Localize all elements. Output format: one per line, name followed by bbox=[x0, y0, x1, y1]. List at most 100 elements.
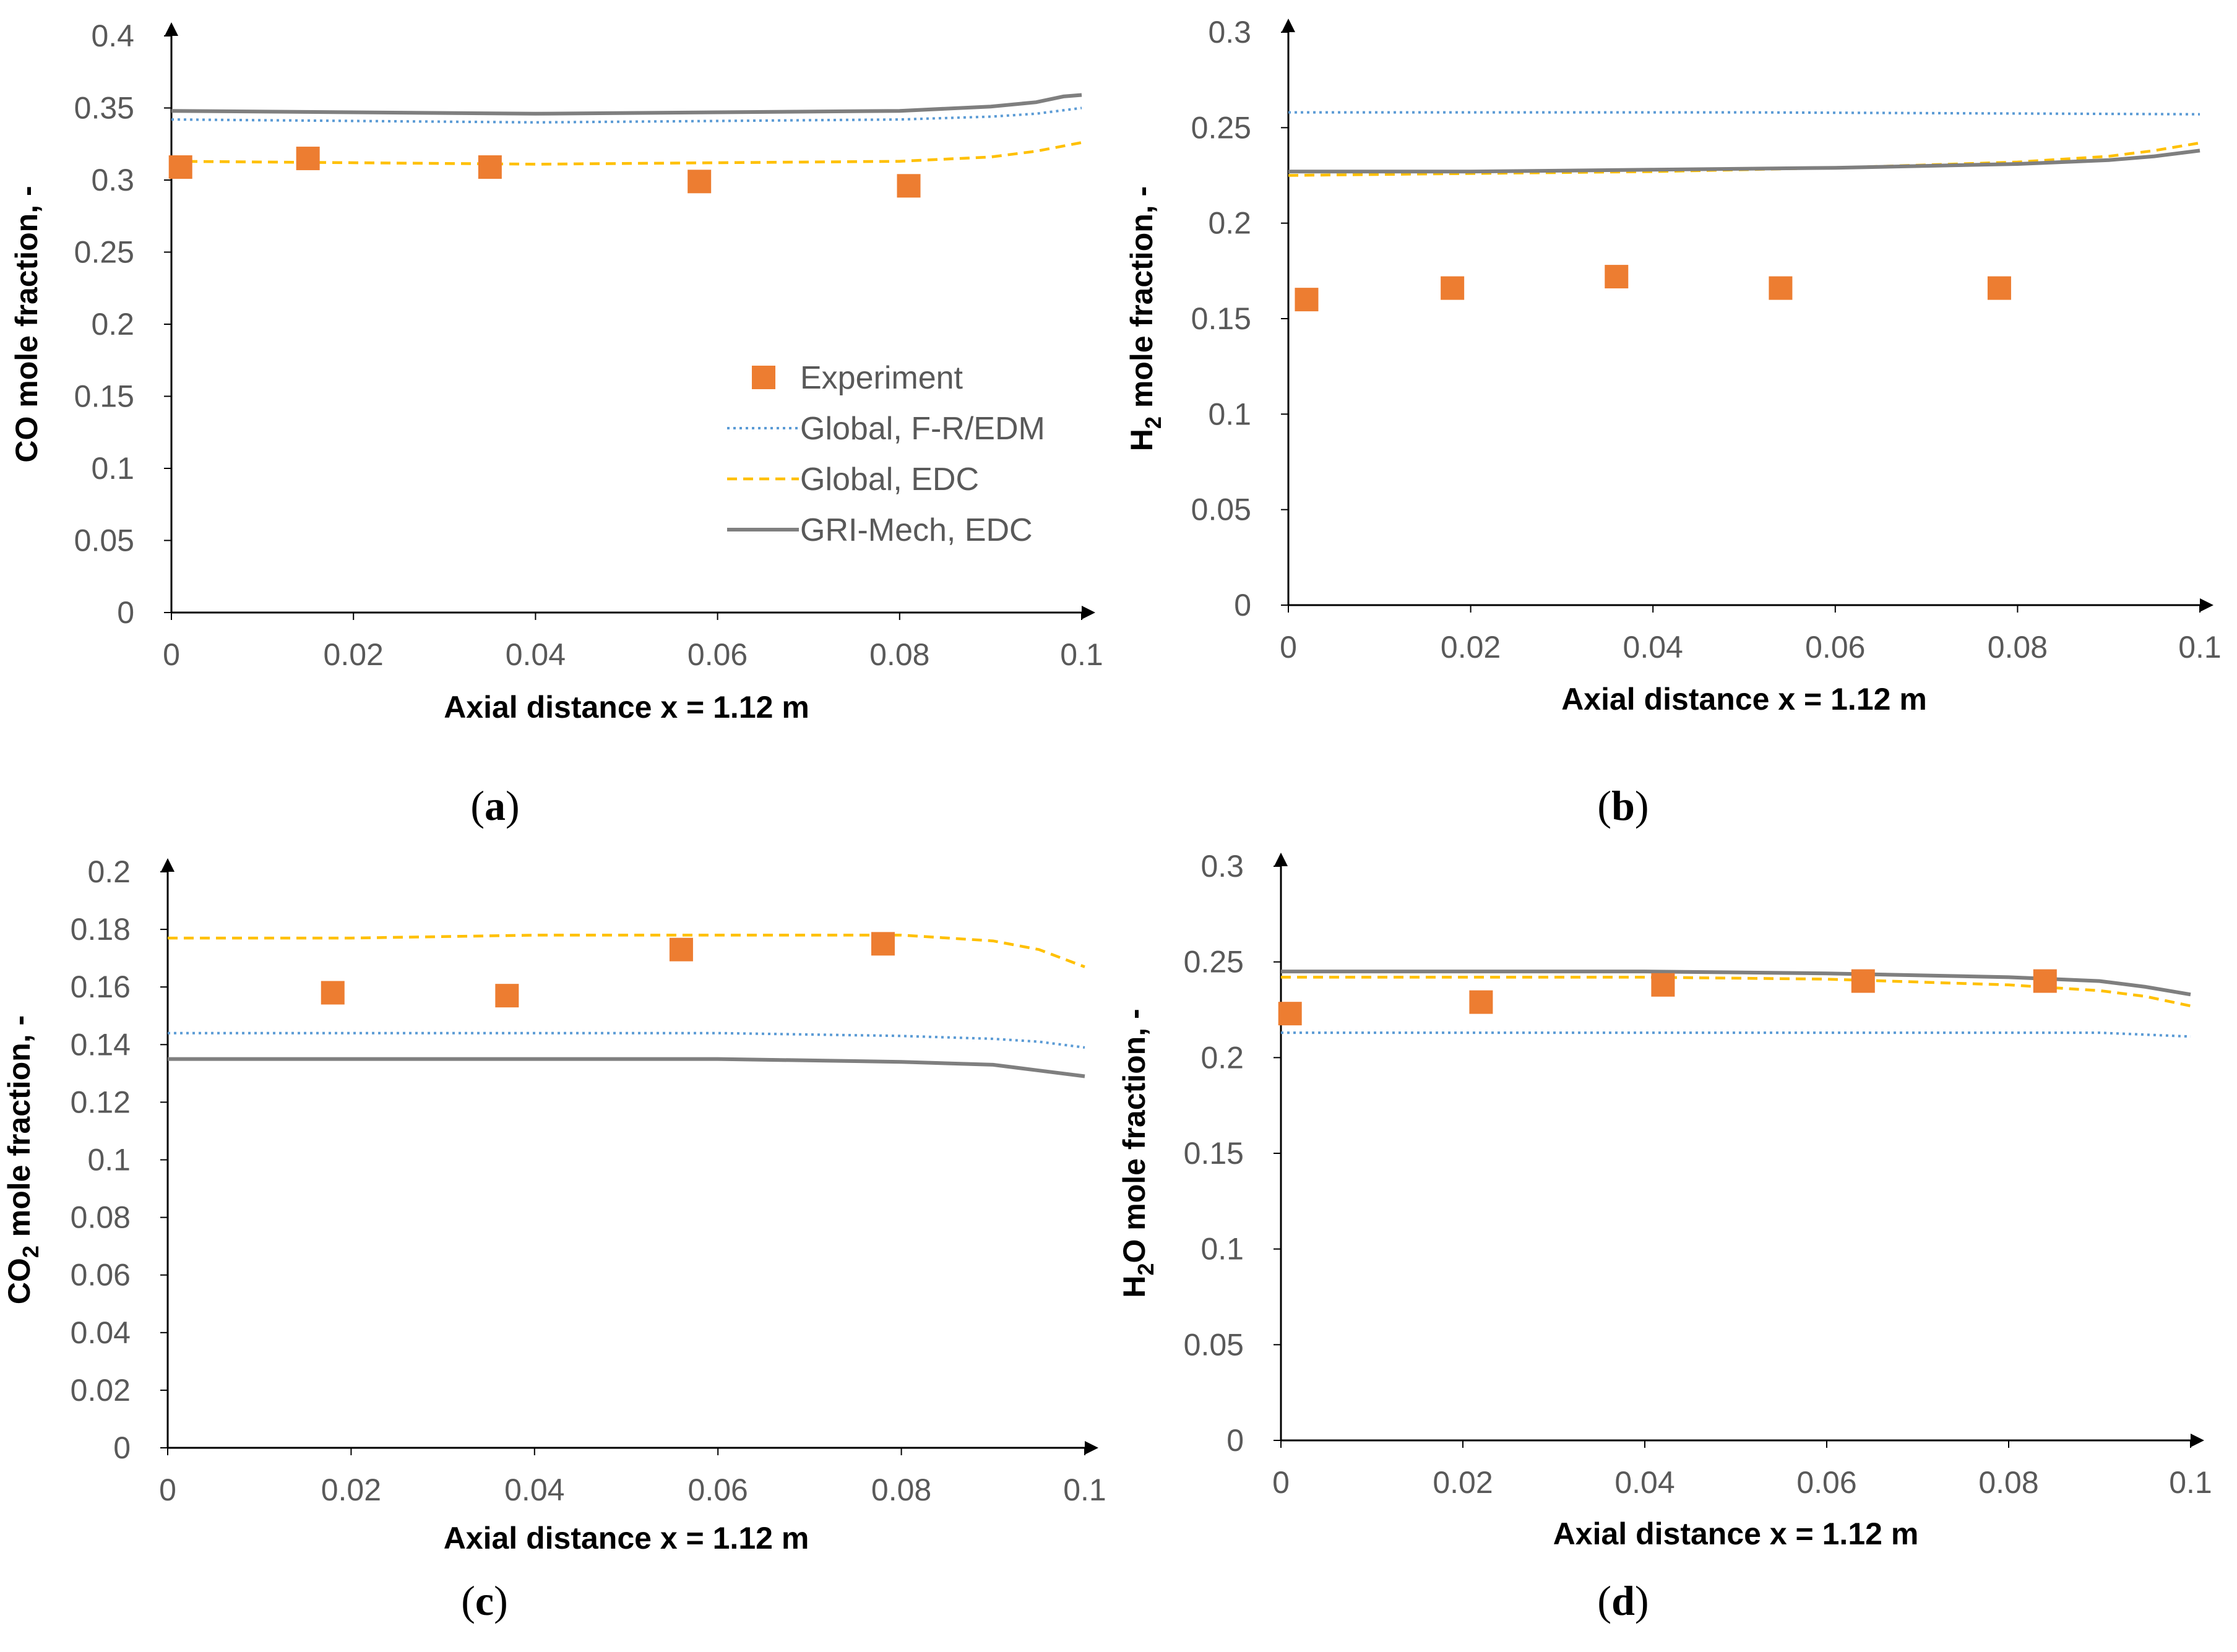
y-axis-title-part: CO bbox=[2, 1258, 37, 1304]
y-tick-label: 0 bbox=[1226, 1423, 1244, 1458]
y-tick-label: 0.05 bbox=[74, 523, 134, 558]
y-tick-label: 0.2 bbox=[1208, 206, 1251, 241]
chart-d: 0 0.02 0.04 0.06 0.08 0.1 0 0.05 0.1 0.15 0.2 0.25 0… bbox=[1117, 849, 2212, 1624]
y-tick-label: 0.2 bbox=[1200, 1040, 1244, 1075]
caption-paren: ) bbox=[1635, 1577, 1649, 1624]
y-tick-label: 0.04 bbox=[71, 1315, 131, 1350]
legend-item: Experiment bbox=[752, 360, 963, 396]
y-tick-label: 0.3 bbox=[91, 163, 134, 197]
x-axis-title: Axial distance x = 1.12 m bbox=[444, 1521, 809, 1555]
y-tick-label: 0.15 bbox=[74, 379, 134, 414]
y-axis-title-part: mole fraction, - bbox=[2, 1015, 37, 1245]
y-axis-title-subscript: 2 bbox=[1133, 1263, 1158, 1276]
panel-caption: (b) bbox=[1597, 782, 1649, 829]
y-tick-label: 0.15 bbox=[1191, 301, 1251, 336]
caption-paren: ( bbox=[461, 1577, 475, 1624]
series-line-global-f-r-edm bbox=[1281, 1031, 2191, 1038]
x-axis-arrow-icon bbox=[1082, 606, 1095, 619]
caption-paren: ) bbox=[494, 1577, 508, 1624]
caption-paren: ) bbox=[506, 782, 520, 829]
series-line-global-edc bbox=[171, 141, 1082, 166]
x-tick-label: 0 bbox=[1272, 1465, 1290, 1500]
chart-b: 0 0.02 0.04 0.06 0.08 0.1 0 0.05 0.1 0.15 0.2 0.25 0… bbox=[1124, 15, 2222, 829]
y-tick-label: 0.25 bbox=[74, 235, 134, 270]
panel-caption: (d) bbox=[1597, 1577, 1649, 1624]
x-tick-label: 0.08 bbox=[1978, 1465, 2038, 1500]
x-tick-label: 0.1 bbox=[2169, 1465, 2212, 1500]
y-tick-label: 0 bbox=[117, 595, 134, 630]
x-tick-label: 0.04 bbox=[1623, 630, 1683, 665]
x-axis-arrow-icon bbox=[1085, 1441, 1098, 1455]
experiment-point bbox=[669, 937, 693, 962]
experiment-point bbox=[1651, 973, 1675, 997]
x-axis-title: Axial distance x = 1.12 m bbox=[444, 690, 809, 725]
x-axis-title: Axial distance x = 1.12 m bbox=[1561, 682, 1927, 716]
experiment-point bbox=[1987, 276, 2011, 300]
y-axis-title: H2O mole fraction, - bbox=[1117, 1009, 1158, 1297]
y-tick-label: 0.4 bbox=[91, 19, 134, 53]
experiment-point bbox=[321, 981, 345, 1005]
x-tick-label: 0 bbox=[159, 1473, 176, 1507]
legend-label: Global, F-R/EDM bbox=[800, 411, 1045, 447]
caption-letter: d bbox=[1611, 1577, 1635, 1624]
x-tick-label: 0.1 bbox=[1063, 1473, 1106, 1507]
y-tick-label: 0.25 bbox=[1191, 110, 1251, 145]
caption-paren: ( bbox=[1597, 782, 1611, 829]
x-tick-label: 0.04 bbox=[504, 1473, 564, 1507]
y-axis-title-part: H bbox=[1117, 1276, 1152, 1298]
x-tick-label: 0.06 bbox=[1796, 1465, 1856, 1500]
series-line-gri-mech-edc bbox=[171, 93, 1082, 116]
y-tick-label: 0.18 bbox=[71, 912, 131, 947]
y-tick-label: 0.25 bbox=[1184, 945, 1244, 979]
y-axis-title-subscript: 2 bbox=[1140, 416, 1166, 429]
y-tick-label: 0.12 bbox=[71, 1085, 131, 1119]
experiment-point bbox=[687, 170, 712, 194]
y-tick-label: 0.3 bbox=[1200, 849, 1244, 884]
series-line-gri-mech-edc bbox=[1288, 148, 2200, 174]
caption-paren: ) bbox=[1635, 782, 1649, 829]
y-tick-label: 0.3 bbox=[1208, 15, 1251, 49]
series-line-global-edc bbox=[1281, 976, 2191, 1008]
y-tick-label: 0.1 bbox=[87, 1143, 131, 1177]
y-axis-title-part: H bbox=[1124, 429, 1159, 451]
caption-letter: b bbox=[1611, 782, 1635, 829]
y-tick-label: 0.05 bbox=[1184, 1327, 1244, 1362]
x-tick-label: 0.08 bbox=[871, 1473, 931, 1507]
experiment-point bbox=[495, 984, 519, 1008]
experiment-point bbox=[1851, 969, 1875, 993]
experiment-point bbox=[1278, 1002, 1302, 1026]
y-tick-label: 0.1 bbox=[1208, 397, 1251, 431]
x-tick-label: 0.06 bbox=[687, 637, 748, 672]
y-tick-label: 0.2 bbox=[91, 307, 134, 342]
experiment-point bbox=[1469, 990, 1493, 1014]
legend-item: Global, F-R/EDM bbox=[727, 411, 1045, 447]
x-tick-label: 0.06 bbox=[1805, 630, 1865, 665]
y-axis-arrow-icon bbox=[161, 858, 175, 872]
x-tick-label: 0.04 bbox=[1614, 1465, 1675, 1500]
y-tick-label: 0 bbox=[113, 1430, 131, 1465]
legend-marker-square-icon bbox=[752, 366, 775, 389]
panel-caption: (c) bbox=[461, 1577, 508, 1624]
y-axis-title: CO mole fraction, - bbox=[9, 186, 44, 462]
y-tick-label: 0.02 bbox=[71, 1373, 131, 1408]
y-tick-label: 0.16 bbox=[71, 970, 131, 1004]
x-axis-arrow-icon bbox=[2191, 1434, 2204, 1447]
y-tick-label: 0.14 bbox=[71, 1027, 131, 1062]
caption-letter: a bbox=[485, 782, 506, 829]
y-tick-label: 0.05 bbox=[1191, 493, 1251, 527]
experiment-point bbox=[296, 147, 320, 171]
caption-paren: ( bbox=[470, 782, 485, 829]
experiment-point bbox=[1605, 265, 1629, 289]
x-tick-label: 0.02 bbox=[1433, 1465, 1493, 1500]
experiment-point bbox=[871, 932, 895, 956]
caption-letter: c bbox=[475, 1577, 494, 1624]
legend-label: GRI-Mech, EDC bbox=[800, 512, 1033, 548]
y-tick-label: 0.08 bbox=[71, 1200, 131, 1235]
y-axis-title-part: mole fraction, - bbox=[1124, 186, 1159, 416]
x-tick-label: 0 bbox=[163, 637, 180, 672]
experiment-point bbox=[1769, 276, 1793, 300]
legend-item: Global, EDC bbox=[727, 462, 979, 497]
y-tick-label: 0.1 bbox=[1200, 1232, 1244, 1267]
y-axis-title: CO2 mole fraction, - bbox=[2, 1015, 43, 1304]
experiment-point bbox=[168, 155, 192, 179]
